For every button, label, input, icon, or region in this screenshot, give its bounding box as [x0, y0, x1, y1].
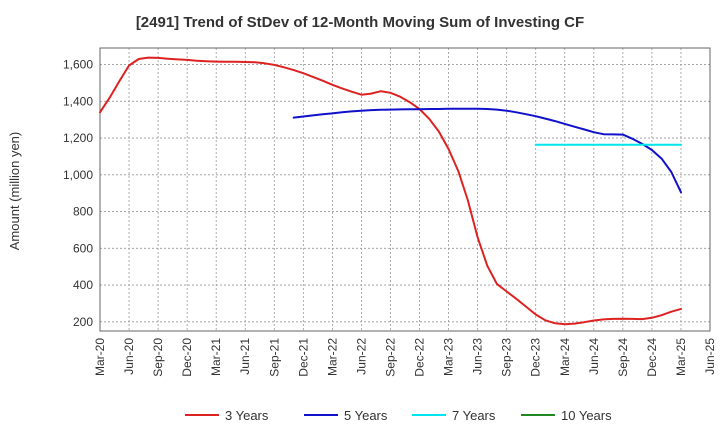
grid-layer: [99, 48, 711, 331]
y-tick-label: 1,400: [63, 94, 93, 108]
x-tick-label: Mar-21: [209, 338, 223, 376]
plot-area-border: [99, 47, 711, 332]
x-tick-label: Jun-23: [471, 338, 485, 375]
x-tick-label: Dec-20: [180, 338, 194, 377]
series-line-5-years: [292, 107, 682, 194]
x-tick-label: Sep-22: [383, 338, 397, 377]
x-tick-label: Jun-21: [238, 338, 252, 375]
x-tick-label: Sep-24: [616, 338, 630, 377]
x-tick-label: Dec-24: [645, 338, 659, 377]
y-axis-title: Amount (million yen): [7, 132, 22, 251]
y-tick-label: 1,600: [63, 58, 93, 72]
x-tick-label: Dec-22: [413, 338, 427, 377]
y-tick-label: 800: [73, 205, 93, 219]
y-tick-label: 600: [73, 241, 93, 255]
x-tick-label: Dec-23: [529, 338, 543, 377]
y-tick-label: 1,000: [63, 168, 93, 182]
legend-label: 3 Years: [225, 408, 269, 423]
axis-layer: Mar-20 Jun-20 Sep-20 Dec-20 Mar-21 Jun-21 Sep-…: [63, 47, 717, 377]
legend: 3 Years 5 Years 7 Years 10 Years: [185, 408, 612, 423]
series-layer: [99, 56, 682, 326]
legend-label: 7 Years: [452, 408, 496, 423]
chart-title: [2491] Trend of StDev of 12-Month Moving…: [135, 14, 585, 31]
x-tick-label: Dec-21: [296, 338, 310, 377]
legend-label: 10 Years: [561, 408, 612, 423]
x-tick-label: Jun-22: [354, 338, 368, 375]
x-tick-label: Sep-21: [267, 338, 281, 377]
x-tick-label: Jun-25: [703, 338, 717, 375]
x-tick-label: Jun-24: [587, 338, 601, 375]
series-line-3-years: [99, 56, 682, 326]
x-tick-label: Mar-24: [558, 338, 572, 376]
x-tick-label: Jun-20: [122, 338, 136, 375]
x-tick-label: Sep-23: [500, 338, 514, 377]
x-tick-label: Mar-23: [442, 338, 456, 376]
x-tick-label: Mar-20: [93, 338, 107, 376]
y-tick-label: 200: [73, 315, 93, 329]
x-tick-label: Mar-22: [325, 338, 339, 376]
y-tick-label: 1,200: [63, 131, 93, 145]
x-tick-label: Mar-25: [674, 338, 688, 376]
legend-label: 5 Years: [344, 408, 388, 423]
y-tick-label: 400: [73, 278, 93, 292]
x-tick-label: Sep-20: [151, 338, 165, 377]
